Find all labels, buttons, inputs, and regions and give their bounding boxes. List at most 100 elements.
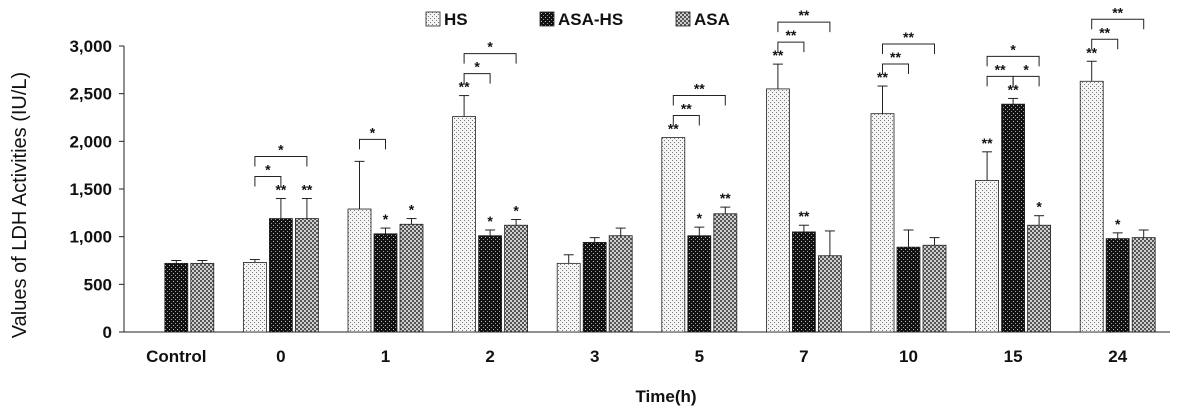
x-tick-label: 15: [1004, 347, 1023, 366]
bracket: [1012, 75, 1040, 87]
bar-asa-hs-5: [687, 235, 712, 333]
bracket-label: *: [1010, 41, 1016, 57]
bracket-label: **: [1099, 24, 1110, 40]
bracket-label: **: [903, 29, 914, 45]
y-axis-title: Values of LDH Activities (IU/L): [9, 72, 31, 338]
bracket: [986, 55, 1040, 67]
significance-mark: **: [301, 182, 312, 198]
bar-asa-5: [713, 213, 738, 333]
significance-mark: **: [798, 208, 809, 224]
bar-hs-1: [347, 208, 372, 333]
bracket: [463, 73, 491, 84]
x-axis-title: Time(h): [635, 387, 696, 406]
bar-asa-3: [608, 235, 633, 333]
bracket-label: *: [278, 142, 284, 158]
x-tick-label: 7: [799, 347, 808, 366]
bracket: [254, 176, 282, 187]
bracket: [672, 115, 700, 126]
legend: HS ASA-HS ASA: [425, 10, 730, 29]
bar-asa-10: [922, 244, 947, 333]
bracket-label: *: [1023, 61, 1029, 77]
significance-mark: **: [459, 79, 470, 95]
significance-mark: *: [383, 211, 389, 227]
bar-asa-hs-24: [1105, 238, 1130, 333]
legend-label-asa: ASA: [694, 10, 730, 29]
bracket-label: **: [785, 27, 796, 43]
y-tick-label: 2,000: [69, 132, 112, 151]
bracket-label: **: [694, 81, 705, 97]
bracket-label: **: [798, 7, 809, 23]
y-tick-label: 500: [84, 275, 112, 294]
significance-mark: **: [1008, 81, 1019, 97]
significance-brackets: ******************* ******: [254, 4, 1145, 187]
significance-mark: **: [720, 190, 731, 206]
x-tick-label: 0: [276, 347, 285, 366]
bar-asa-hs-3: [582, 241, 607, 333]
bracket-label: **: [681, 101, 692, 117]
legend-swatch-asa-hs: [539, 11, 555, 27]
bar-hs-24: [1079, 80, 1104, 333]
bracket-label: **: [1112, 4, 1123, 20]
bar-asa-0: [294, 218, 319, 333]
bracket-label: *: [370, 124, 376, 140]
bar-asa-hs-15: [1001, 103, 1025, 333]
bracket: [1091, 38, 1119, 50]
legend-label-hs: HS: [444, 10, 468, 29]
bar-asa-hs-control: [164, 262, 189, 333]
bracket-label: **: [890, 49, 901, 65]
bar-asa-hs-7: [792, 231, 816, 333]
bracket: [882, 43, 935, 55]
bracket: [463, 53, 517, 64]
significance-mark: **: [1086, 44, 1097, 60]
bar-hs-3: [556, 262, 581, 333]
bar-hs-15: [975, 180, 999, 333]
bar-asa-2: [504, 224, 529, 333]
significance-mark: **: [877, 69, 888, 85]
x-tick-label: Control: [146, 347, 206, 366]
bar-hs-2: [452, 116, 477, 333]
error-bars: [171, 60, 1149, 264]
y-tick-label: 2,500: [69, 85, 112, 104]
bar-asa-hs-1: [373, 233, 398, 333]
bar-asa-15: [1027, 224, 1051, 333]
significance-mark: *: [1115, 216, 1121, 232]
bracket-label: **: [995, 61, 1006, 77]
significance-mark: **: [772, 47, 783, 63]
bracket-label: *: [474, 59, 480, 75]
significance-mark: **: [982, 135, 993, 151]
y-tick-label: 1,000: [69, 228, 112, 247]
bracket: [672, 95, 726, 106]
y-axis: 0 500 1,000 1,500 2,000 2,500 3,000: [69, 37, 125, 342]
significance-mark: *: [487, 213, 493, 229]
bar-asa-control: [190, 262, 215, 333]
legend-label-asa-hs: ASA-HS: [558, 10, 623, 29]
legend-swatch-asa: [675, 11, 691, 27]
bar-hs-5: [661, 137, 686, 333]
significance-mark: **: [668, 121, 679, 137]
x-tick-label: 1: [381, 347, 390, 366]
bracket: [882, 63, 909, 75]
x-axis: Control 0 1 2 3 5 7 10 15 24: [124, 331, 1170, 366]
bar-asa-1: [399, 223, 424, 333]
bracket-label: *: [487, 39, 493, 55]
bar-hs-10: [870, 113, 895, 333]
x-tick-label: 24: [1108, 347, 1127, 366]
bar-asa-hs-0: [268, 218, 293, 333]
x-tick-label: 3: [590, 347, 599, 366]
significance-mark: **: [275, 182, 286, 198]
bar-asa-hs-2: [478, 235, 503, 333]
significance-mark: *: [1036, 199, 1042, 215]
bar-hs-0: [242, 262, 267, 333]
x-tick-label: 5: [695, 347, 704, 366]
significance-mark: *: [697, 210, 703, 226]
x-tick-label: 2: [485, 347, 494, 366]
bar-asa-24: [1131, 237, 1156, 333]
bars: [164, 80, 1156, 333]
bar-asa-hs-10: [896, 246, 921, 333]
y-tick-label: 1,500: [69, 180, 112, 199]
y-tick-label: 3,000: [69, 37, 112, 56]
legend-swatch-hs: [425, 11, 441, 27]
x-tick-label: 10: [899, 347, 918, 366]
significance-mark: *: [409, 202, 415, 218]
